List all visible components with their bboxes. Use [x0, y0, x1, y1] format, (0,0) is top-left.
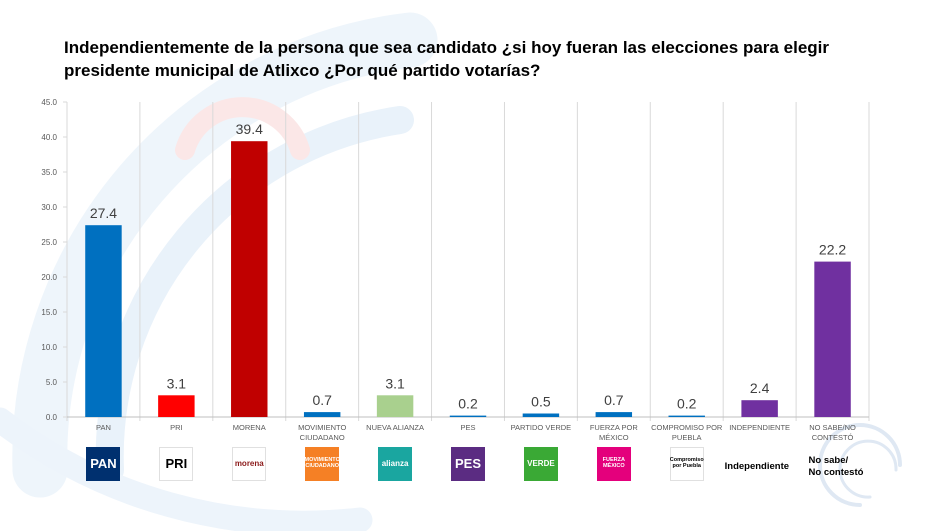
- data-label: 0.7: [604, 392, 624, 408]
- bar-pan: [85, 225, 122, 417]
- compromiso-por-puebla-logo: Compromiso por Puebla: [669, 447, 704, 481]
- y-tick-label: 30.0: [41, 203, 57, 212]
- category-label: PARTIDO VERDE: [511, 423, 572, 432]
- partido-verde-logo: VERDE: [523, 447, 558, 481]
- category-label: NO SABE/NO: [809, 423, 856, 432]
- independiente-logo-text: Independiente: [724, 461, 790, 472]
- data-label: 22.2: [819, 242, 846, 258]
- no-sabe-logo-text: No sabe/: [808, 455, 849, 466]
- y-tick-label: 40.0: [41, 133, 57, 142]
- bar-no-sabe-no-contest-: [814, 261, 851, 417]
- y-tick-label: 5.0: [46, 378, 58, 387]
- nueva-alianza-logo: alianza: [378, 447, 413, 481]
- bar-pes: [449, 415, 487, 417]
- category-label: INDEPENDIENTE: [729, 423, 790, 432]
- bar-partido-verde: [522, 413, 560, 417]
- chart-title: Independientemente de la persona que sea…: [64, 38, 829, 80]
- bar-fuerza-por-m-xico: [595, 412, 633, 417]
- category-label: PRI: [170, 423, 183, 432]
- data-label: 2.4: [750, 380, 770, 396]
- bar-nueva-alianza: [376, 395, 414, 417]
- category-label: PES: [460, 423, 475, 432]
- data-label: 39.4: [236, 121, 263, 137]
- pan-logo: PAN: [86, 447, 121, 481]
- fuerza-por-mexico-logo: FUERZA MÉXICO: [596, 447, 631, 481]
- y-tick-label: 35.0: [41, 168, 57, 177]
- category-label: CIUDADANO: [300, 433, 345, 442]
- bar-movimiento-ciudadano: [303, 412, 341, 417]
- y-tick-label: 20.0: [41, 273, 57, 282]
- category-label: MORENA: [233, 423, 266, 432]
- pri-logo: PRI: [159, 447, 194, 481]
- data-label: 0.5: [531, 394, 551, 410]
- no-sabe-logo-text: No contestó: [808, 467, 864, 478]
- data-label: 27.4: [90, 205, 117, 221]
- data-label: 0.7: [312, 392, 332, 408]
- y-tick-label: 15.0: [41, 308, 57, 317]
- bar-pri: [158, 395, 195, 417]
- bar-morena: [231, 141, 268, 417]
- y-tick-label: 25.0: [41, 238, 57, 247]
- bar-compromiso-por-puebla: [668, 415, 705, 417]
- category-label: NUEVA ALIANZA: [366, 423, 424, 432]
- y-tick-label: 45.0: [41, 98, 57, 107]
- category-label: MOVIMIENTO: [298, 423, 346, 432]
- morena-logo: morena: [232, 447, 267, 481]
- data-label: 0.2: [458, 396, 478, 412]
- movimiento-ciudadano-logo: MOVIMIENTO CIUDADANO: [305, 447, 340, 481]
- category-label: PAN: [96, 423, 111, 432]
- pes-logo: PES: [451, 447, 485, 481]
- category-label: MÉXICO: [599, 433, 629, 442]
- data-label: 3.1: [385, 375, 405, 391]
- category-label: PUEBLA: [672, 433, 702, 442]
- category-label: CONTESTÓ: [812, 433, 854, 442]
- data-label: 0.2: [677, 396, 697, 412]
- category-label: FUERZA POR: [590, 423, 639, 432]
- data-label: 3.1: [167, 375, 187, 391]
- y-tick-label: 10.0: [41, 343, 57, 352]
- y-tick-label: 0.0: [46, 413, 58, 422]
- category-label: COMPROMISO POR: [651, 423, 723, 432]
- bar-independiente: [741, 400, 778, 417]
